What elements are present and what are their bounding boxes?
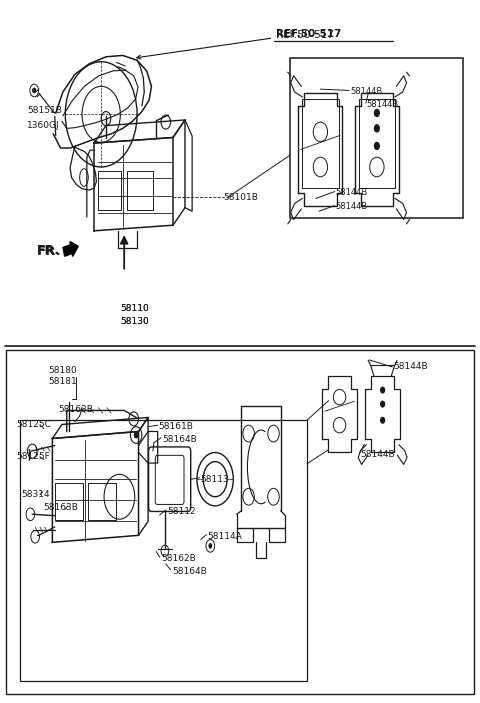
Bar — [98, 172, 121, 209]
Circle shape — [381, 387, 384, 393]
Text: 58161B: 58161B — [158, 422, 193, 431]
Text: 58110: 58110 — [120, 304, 149, 313]
Circle shape — [381, 418, 384, 423]
Text: 58125F: 58125F — [16, 452, 50, 461]
FancyArrow shape — [63, 242, 78, 257]
Text: 58163B: 58163B — [44, 503, 79, 512]
Text: 58163B: 58163B — [58, 404, 93, 413]
Bar — [88, 484, 116, 520]
Text: 58144B: 58144B — [360, 450, 395, 459]
Text: REF.50-517: REF.50-517 — [276, 30, 334, 40]
Text: FR.: FR. — [36, 244, 60, 257]
Text: 58164B: 58164B — [162, 434, 197, 444]
Text: REF.50-517: REF.50-517 — [276, 30, 341, 39]
Text: 58144B: 58144B — [367, 100, 399, 109]
Text: FR.: FR. — [36, 245, 61, 259]
Bar — [55, 484, 83, 520]
Bar — [127, 172, 153, 209]
Text: 1360GJ: 1360GJ — [27, 121, 60, 130]
Circle shape — [208, 543, 212, 548]
Text: 58112: 58112 — [167, 507, 196, 516]
Text: 58144B: 58144B — [336, 202, 368, 212]
Text: 58110: 58110 — [120, 304, 149, 313]
Text: 58181: 58181 — [48, 378, 77, 386]
Text: 58130: 58130 — [120, 317, 149, 325]
Circle shape — [134, 432, 139, 439]
Text: 58151B: 58151B — [27, 106, 62, 115]
Text: 58144B: 58144B — [336, 188, 368, 198]
Text: 58125C: 58125C — [16, 420, 51, 429]
Text: 58180: 58180 — [48, 366, 77, 375]
Circle shape — [381, 401, 384, 407]
Text: 58164B: 58164B — [172, 567, 207, 576]
Text: 58114A: 58114A — [207, 531, 242, 541]
Circle shape — [33, 89, 36, 93]
Text: 58144B: 58144B — [393, 363, 428, 371]
Circle shape — [374, 125, 379, 132]
Text: 58113: 58113 — [201, 475, 229, 484]
Circle shape — [374, 110, 379, 117]
Bar — [290, 58, 463, 218]
Text: 58101B: 58101B — [223, 193, 258, 202]
Text: 58162B: 58162B — [161, 554, 196, 563]
Text: 58144B: 58144B — [350, 87, 383, 96]
Bar — [20, 420, 307, 681]
Bar — [6, 350, 474, 694]
Circle shape — [374, 143, 379, 150]
Text: 58130: 58130 — [120, 317, 149, 325]
Text: 58314: 58314 — [21, 490, 49, 499]
